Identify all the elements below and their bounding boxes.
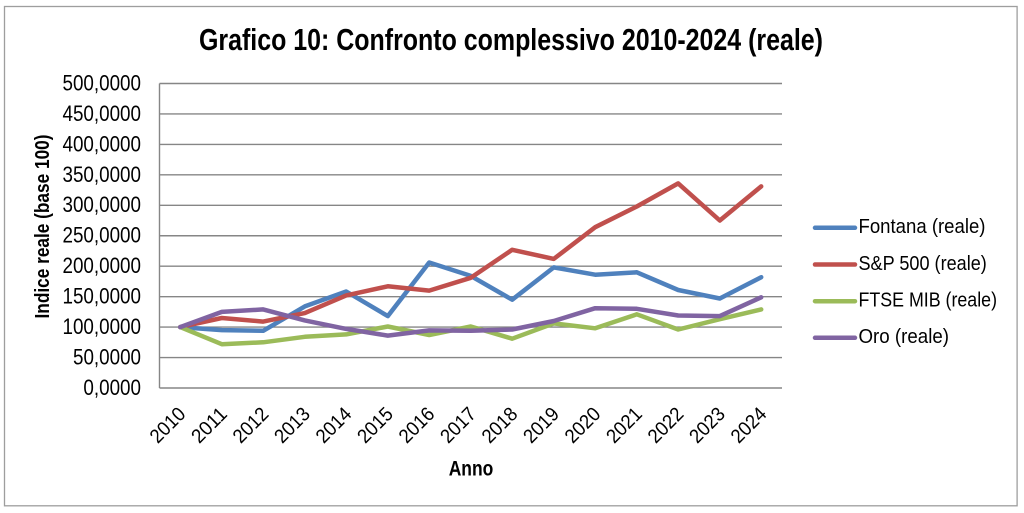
svg-text:0,0000: 0,0000: [83, 375, 141, 400]
svg-text:150,0000: 150,0000: [63, 284, 142, 309]
svg-text:300,0000: 300,0000: [63, 192, 142, 217]
svg-text:Oro (reale): Oro (reale): [859, 325, 950, 348]
svg-text:500,0000: 500,0000: [63, 70, 142, 95]
svg-text:100,0000: 100,0000: [63, 314, 142, 339]
svg-text:200,0000: 200,0000: [63, 253, 142, 278]
svg-text:350,0000: 350,0000: [63, 162, 142, 187]
svg-text:Grafico 10: Confronto compless: Grafico 10: Confronto complessivo 2010-2…: [199, 23, 823, 57]
svg-text:450,0000: 450,0000: [63, 101, 142, 126]
svg-text:Anno: Anno: [449, 456, 494, 480]
svg-text:FTSE MIB (reale): FTSE MIB (reale): [859, 289, 998, 312]
svg-text:S&P 500 (reale): S&P 500 (reale): [859, 252, 987, 275]
svg-text:250,0000: 250,0000: [63, 223, 142, 248]
svg-text:Indice reale (base 100): Indice reale (base 100): [32, 135, 54, 319]
svg-text:400,0000: 400,0000: [63, 131, 142, 156]
svg-text:Fontana (reale): Fontana (reale): [859, 215, 986, 238]
svg-text:50,0000: 50,0000: [73, 344, 141, 369]
